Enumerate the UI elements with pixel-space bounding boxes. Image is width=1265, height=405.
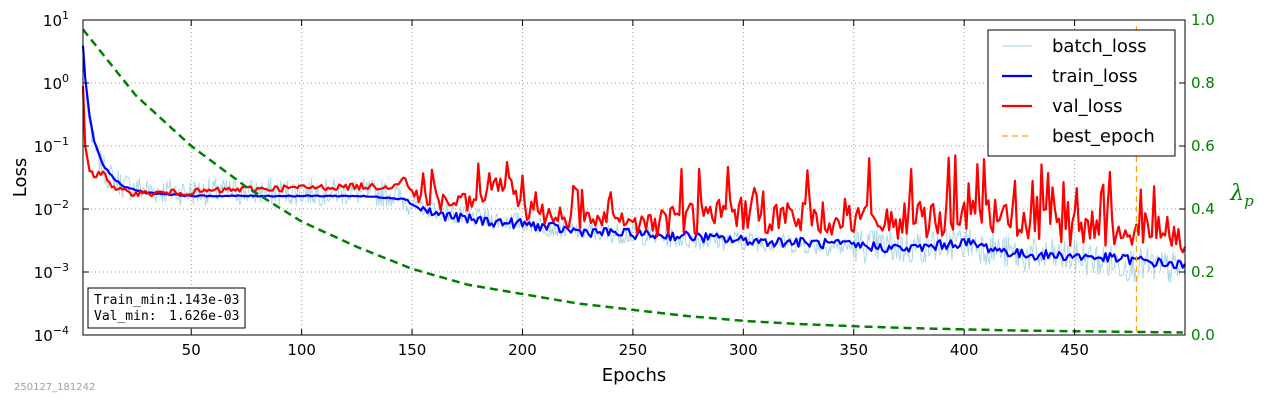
x-tick-label: 450: [1060, 341, 1089, 359]
footer-timestamp: 250127_181242: [14, 382, 96, 393]
y-axis-label: Loss: [10, 158, 31, 197]
legend: batch_loss train_loss val_loss best_epoch: [987, 29, 1176, 157]
plot-frame: [82, 19, 1186, 336]
y-tick-label: 10−3: [34, 261, 69, 282]
x-tick-label: 200: [508, 341, 537, 359]
stats-train-label: Train_min:: [94, 293, 172, 308]
x-tick-label: 300: [729, 341, 758, 359]
stats-box: Train_min: 1.143e-03 Val_min: 1.626e-03: [87, 287, 246, 329]
series-layer: [81, 26, 1187, 335]
legend-label-batch_loss: batch_loss: [1052, 36, 1147, 57]
y-tick-label: 10−2: [34, 198, 69, 219]
y-tick-label: 100: [43, 72, 69, 93]
y2-tick-label: 0.4: [1191, 200, 1215, 218]
lambda-p-line: [82, 28, 1183, 334]
x-tick-label: 400: [950, 341, 979, 359]
y2-tick-label: 0.8: [1191, 74, 1215, 92]
y2-tick-label: 0.2: [1191, 263, 1215, 281]
x-tick-label: 50: [182, 341, 201, 359]
y-tick-label: 10−1: [34, 135, 69, 156]
y2-tick-label: 0.0: [1191, 326, 1215, 344]
ticks: 50 100 150 200 250 300 350 400 450 10−4 10−3 10−2 10…: [34, 9, 1215, 359]
y-tick-label: 101: [43, 9, 69, 30]
legend-label-best_epoch: best_epoch: [1052, 126, 1155, 147]
legend-label-val_loss: val_loss: [1052, 96, 1122, 117]
x-tick-label: 150: [398, 341, 427, 359]
y2-tick-label: 1.0: [1191, 11, 1215, 29]
stats-train-value: 1.143e-03: [169, 293, 239, 308]
y-tick-label: 10−4: [34, 324, 69, 345]
x-axis-label: Epochs: [602, 365, 667, 386]
batch_loss-line: [82, 52, 1186, 283]
x-tick-label: 350: [839, 341, 868, 359]
y2-axis-label: λp: [1229, 181, 1254, 210]
legend-frame: [987, 29, 1176, 157]
train_loss-line: [81, 45, 1186, 270]
legend-label-train_loss: train_loss: [1052, 66, 1138, 87]
stats-val-label: Val_min:: [94, 309, 157, 324]
x-tick-label: 250: [619, 341, 648, 359]
y2-tick-label: 0.6: [1191, 137, 1215, 155]
val_loss-line: [81, 85, 1187, 254]
stats-val-value: 1.626e-03: [169, 309, 239, 324]
x-tick-label: 100: [287, 341, 316, 359]
stats-box-frame: [87, 287, 246, 329]
